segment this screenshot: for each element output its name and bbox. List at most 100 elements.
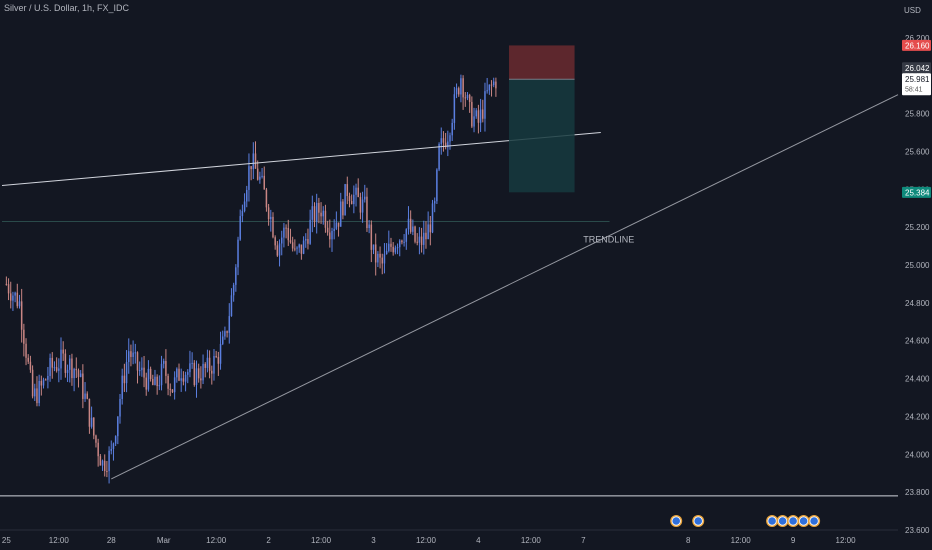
candle-body — [145, 377, 147, 390]
event-flag-icon[interactable] — [788, 516, 798, 526]
candle-body — [156, 376, 158, 387]
candle-body — [425, 232, 427, 240]
candle-body — [64, 353, 67, 373]
candle-body — [134, 352, 137, 354]
candle-body — [178, 368, 180, 381]
candle-body — [256, 168, 259, 180]
candle-body — [235, 267, 237, 285]
event-flag-icon[interactable] — [693, 516, 703, 526]
candle-body — [488, 84, 491, 91]
candle-body — [180, 378, 182, 381]
candle-body — [427, 224, 429, 240]
candle-body — [313, 206, 316, 222]
candle-body — [208, 357, 211, 371]
stop-zone[interactable] — [509, 45, 575, 80]
candle-body — [132, 352, 134, 357]
candle-body — [298, 244, 300, 248]
candle-body — [121, 375, 123, 399]
event-flag-icon[interactable] — [671, 516, 681, 526]
x-tick-label: 12:00 — [836, 536, 857, 545]
candle-body — [195, 368, 198, 385]
candle-body — [462, 78, 464, 98]
candle-body — [357, 187, 359, 198]
candle-body — [451, 122, 453, 136]
x-tick-label: 7 — [581, 536, 586, 545]
resistance-line[interactable] — [1, 132, 601, 186]
candle-body — [466, 94, 469, 99]
candle-body — [291, 242, 294, 249]
candle-body — [215, 356, 217, 358]
candle-body — [302, 240, 305, 254]
candle-body — [429, 224, 432, 233]
candle-body — [296, 247, 298, 249]
time-axis[interactable]: 25 12:00 28 Mar 12:00 2 12:00 3 12:00 4 12:00 7 8 12:… — [0, 529, 898, 545]
event-flag-icon[interactable] — [809, 516, 819, 526]
candle-body — [490, 84, 493, 86]
candle-body — [379, 253, 381, 258]
y-tick-label: 24.200 — [905, 412, 930, 421]
candle-body — [492, 81, 495, 86]
candle-body — [359, 197, 362, 213]
short-position-tool[interactable] — [509, 45, 575, 193]
event-flag-icon[interactable] — [767, 516, 777, 526]
event-markers[interactable] — [670, 515, 821, 527]
candle-body — [152, 378, 154, 385]
candle-body — [88, 398, 91, 427]
candle-body — [440, 138, 443, 145]
candle-body — [213, 356, 215, 374]
trendline-label: TRENDLINE — [583, 234, 634, 244]
candle-body — [204, 363, 206, 368]
candle-body — [197, 368, 200, 379]
y-tick-label: 25.000 — [905, 261, 930, 270]
candle-body — [9, 293, 12, 301]
price-axis[interactable]: 26.20026.00025.80025.60025.40025.20025.0… — [902, 34, 931, 535]
current-price-label: 25.981 — [905, 75, 930, 84]
candle-body — [276, 245, 279, 256]
candle-body — [130, 351, 132, 357]
candle-body — [248, 166, 250, 190]
candle-body — [90, 417, 93, 427]
candle-body — [305, 239, 307, 241]
candle-body — [254, 153, 257, 169]
stop-price-label: 26.160 — [905, 41, 930, 50]
candle-body — [40, 380, 43, 386]
event-flag-icon[interactable] — [799, 516, 809, 526]
candle-body — [93, 417, 95, 436]
candle-body — [455, 88, 458, 95]
x-tick-label: 12:00 — [731, 536, 752, 545]
candle-body — [285, 227, 287, 229]
candle-body — [289, 240, 292, 243]
candle-body — [486, 90, 488, 92]
event-flag-icon[interactable] — [778, 516, 788, 526]
candle-body — [228, 316, 231, 333]
trendline[interactable] — [111, 94, 899, 480]
candle-body — [224, 331, 226, 337]
candle-body — [55, 367, 58, 371]
candle-body — [431, 203, 434, 233]
candle-body — [110, 448, 113, 451]
x-tick-label: 2 — [266, 536, 271, 545]
candle-body — [339, 201, 342, 227]
candle-body — [416, 241, 418, 243]
drawn-lines[interactable]: TRENDLINE — [0, 94, 899, 497]
candle-body — [18, 301, 21, 307]
candle-body — [390, 243, 392, 247]
candle-body — [66, 369, 69, 373]
candle-body — [191, 362, 193, 364]
candle-body — [473, 116, 475, 127]
candle-body — [274, 237, 276, 246]
y-tick-label: 23.600 — [905, 526, 930, 535]
candle-body — [361, 199, 364, 213]
candle-body — [447, 141, 449, 148]
candle-body — [464, 97, 467, 99]
candle-body — [300, 244, 303, 254]
candle-body — [272, 216, 274, 238]
candle-body — [265, 189, 268, 208]
x-tick-label: 4 — [476, 536, 481, 545]
price-label: 26.042 — [905, 64, 930, 73]
candle-body — [31, 369, 34, 397]
target-zone[interactable] — [509, 79, 575, 193]
candle-body — [226, 331, 228, 333]
candle-body — [320, 212, 322, 217]
